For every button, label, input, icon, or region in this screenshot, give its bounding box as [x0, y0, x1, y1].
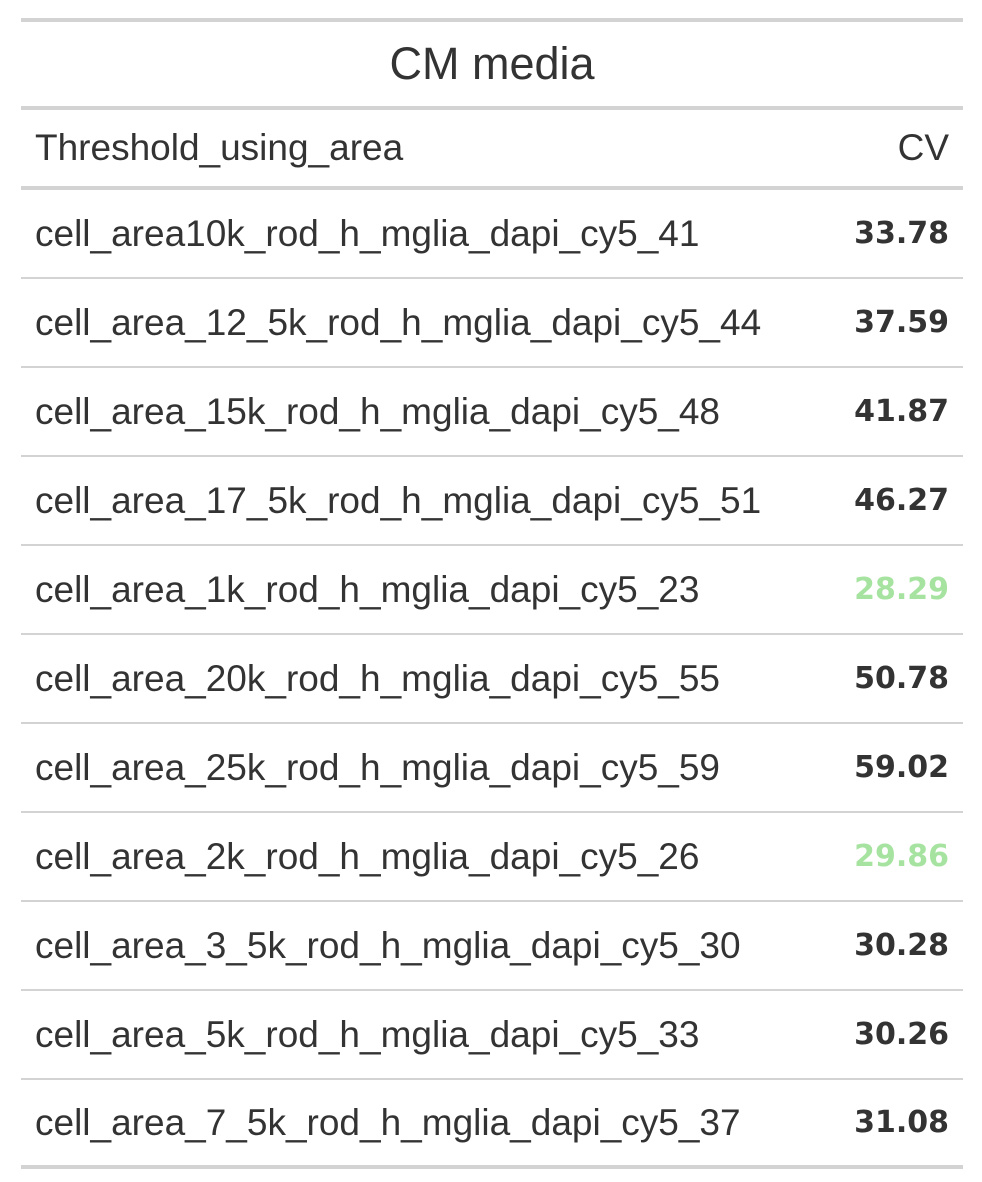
table-row: cell_area_2k_rod_h_mglia_dapi_cy5_26 29.… [21, 813, 963, 902]
threshold-cell: cell_area_1k_rod_h_mglia_dapi_cy5_23 [35, 568, 700, 610]
table-row: cell_area10k_rod_h_mglia_dapi_cy5_41 33.… [21, 190, 963, 279]
header-row: Threshold_using_area CV [21, 110, 963, 190]
cv-cell: 28.29 [854, 572, 949, 607]
threshold-cell: cell_area_20k_rod_h_mglia_dapi_cy5_55 [35, 657, 721, 699]
cv-cell: 29.86 [854, 839, 949, 874]
threshold-cell: cell_area_5k_rod_h_mglia_dapi_cy5_33 [35, 1013, 700, 1055]
table-row: cell_area_25k_rod_h_mglia_dapi_cy5_59 59… [21, 724, 963, 813]
table-row: cell_area_7_5k_rod_h_mglia_dapi_cy5_37 3… [21, 1080, 963, 1169]
cv-cell: 31.08 [854, 1105, 949, 1140]
threshold-cell: cell_area10k_rod_h_mglia_dapi_cy5_41 [35, 212, 700, 254]
table-row: cell_area_17_5k_rod_h_mglia_dapi_cy5_51 … [21, 457, 963, 546]
table-row: cell_area_3_5k_rod_h_mglia_dapi_cy5_30 3… [21, 902, 963, 991]
table-row: cell_area_12_5k_rod_h_mglia_dapi_cy5_44 … [21, 279, 963, 368]
column-header-threshold: Threshold_using_area [35, 127, 404, 168]
data-table: CM media Threshold_using_area CV cell_ar… [21, 18, 963, 1169]
table-title: CM media [21, 22, 963, 110]
cv-cell: 37.59 [854, 305, 949, 340]
table-body: cell_area10k_rod_h_mglia_dapi_cy5_41 33.… [21, 190, 963, 1169]
threshold-cell: cell_area_15k_rod_h_mglia_dapi_cy5_48 [35, 390, 721, 432]
cv-cell: 46.27 [854, 483, 949, 518]
threshold-cell: cell_area_12_5k_rod_h_mglia_dapi_cy5_44 [35, 301, 762, 343]
cv-cell: 30.26 [854, 1017, 949, 1052]
cv-cell: 50.78 [854, 661, 949, 696]
threshold-cell: cell_area_17_5k_rod_h_mglia_dapi_cy5_51 [35, 479, 762, 521]
cv-cell: 41.87 [854, 394, 949, 429]
column-header-cv: CV [897, 127, 949, 168]
table-row: cell_area_20k_rod_h_mglia_dapi_cy5_55 50… [21, 635, 963, 724]
threshold-cell: cell_area_2k_rod_h_mglia_dapi_cy5_26 [35, 835, 700, 877]
threshold-cell: cell_area_7_5k_rod_h_mglia_dapi_cy5_37 [35, 1101, 741, 1143]
cv-cell: 59.02 [854, 750, 949, 785]
threshold-cell: cell_area_3_5k_rod_h_mglia_dapi_cy5_30 [35, 924, 741, 966]
table-row: cell_area_15k_rod_h_mglia_dapi_cy5_48 41… [21, 368, 963, 457]
cv-cell: 33.78 [854, 216, 949, 251]
table-row: cell_area_5k_rod_h_mglia_dapi_cy5_33 30.… [21, 991, 963, 1080]
table-row: cell_area_1k_rod_h_mglia_dapi_cy5_23 28.… [21, 546, 963, 635]
top-rule [21, 18, 963, 22]
cv-cell: 30.28 [854, 928, 949, 963]
threshold-cell: cell_area_25k_rod_h_mglia_dapi_cy5_59 [35, 746, 721, 788]
